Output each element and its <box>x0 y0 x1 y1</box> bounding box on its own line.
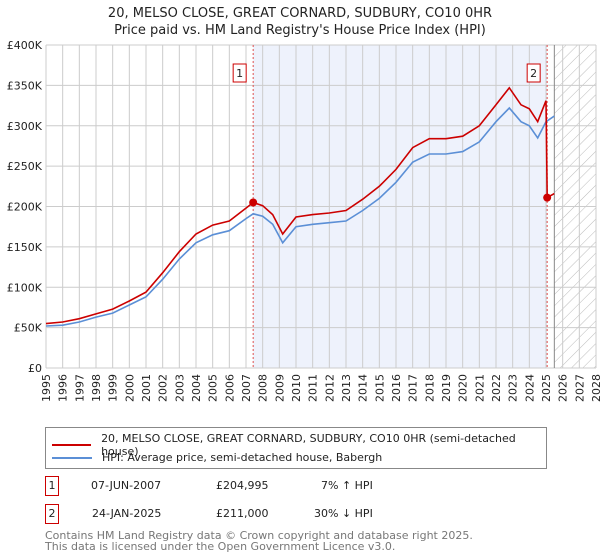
x-tick-label: 2004 <box>190 374 203 402</box>
y-tick-label: £0 <box>28 362 42 375</box>
x-tick-label: 2007 <box>240 374 253 402</box>
x-tick-label: 2006 <box>223 374 236 402</box>
x-tick-label: 1997 <box>73 374 86 402</box>
blue-line-swatch <box>52 456 92 459</box>
x-tick-label: 2027 <box>573 374 586 402</box>
y-tick-label: £50K <box>14 322 43 335</box>
x-tick-label: 2015 <box>373 374 386 402</box>
sale-date: 24-JAN-2025 <box>92 507 162 520</box>
sale-row: 2 24-JAN-2025 £211,000 30% ↓ HPI <box>45 504 600 524</box>
footer-copyright: Contains HM Land Registry data © Crown c… <box>45 529 473 542</box>
sale-marker-badge <box>526 63 541 83</box>
x-tick-label: 2011 <box>307 374 320 402</box>
sale-date: 07-JUN-2007 <box>91 479 162 492</box>
y-tick-label: £250K <box>7 160 43 173</box>
price-chart: 1995 1996 1997 1998 1999 2000 2001 2002 2003 2004… <box>7 39 600 402</box>
legend-item-property: 20, MELSO CLOSE, GREAT CORNARD, SUDBURY,… <box>52 432 546 458</box>
x-tick-label: 2019 <box>440 374 453 402</box>
sale-marker-badge <box>232 63 247 83</box>
sale-badge: 2 <box>45 504 59 524</box>
legend-label: 20, MELSO CLOSE, GREAT CORNARD, SUDBURY,… <box>101 432 516 458</box>
x-tick-label: 2003 <box>173 374 186 402</box>
x-tick-label: 2016 <box>390 374 403 402</box>
x-tick-label: 2002 <box>157 374 170 402</box>
x-tick-label: 2014 <box>357 374 370 402</box>
sale-hpi-delta: 7% ↑ HPI <box>321 479 373 492</box>
sale-badge: 1 <box>45 476 59 496</box>
y-tick-label: £300K <box>7 120 43 133</box>
legend: 20, MELSO CLOSE, GREAT CORNARD, SUDBURY,… <box>45 427 547 469</box>
x-tick-label: 2026 <box>557 374 570 402</box>
x-tick-label: 2001 <box>140 374 153 402</box>
sale-marker-label: 1 <box>236 67 243 80</box>
x-tick-label: 2017 <box>407 374 420 402</box>
x-tick-label: 1999 <box>107 374 120 402</box>
legend-item-hpi: HPI: Average price, semi-detached house,… <box>52 451 382 464</box>
x-tick-label: 2025 <box>540 374 553 402</box>
sale-marker-label: 2 <box>530 67 537 80</box>
x-tick-label: 2024 <box>523 374 536 402</box>
hpi-series-line <box>45 106 555 327</box>
x-tick-label: 2020 <box>457 374 470 402</box>
legend-label: HPI: Average price, semi-detached house,… <box>102 451 383 464</box>
sale-point <box>543 193 552 202</box>
x-tick-label: 2010 <box>290 374 303 402</box>
x-tick-label: 2018 <box>423 374 436 402</box>
chart-title: 20, MELSO CLOSE, GREAT CORNARD, SUDBURY,… <box>107 6 493 21</box>
x-tick-label: 1995 <box>40 374 53 402</box>
x-tick-label: 2022 <box>490 374 503 402</box>
chart-subtitle: Price paid vs. HM Land Registry's House … <box>114 23 486 38</box>
x-tick-label: 2021 <box>473 374 486 402</box>
x-tick-label: 1998 <box>90 374 103 402</box>
x-tick-label: 2028 <box>590 374 600 402</box>
footer: Contains HM Land Registry data © Crown c… <box>45 530 473 552</box>
y-tick-label: £200K <box>7 201 43 214</box>
y-tick-label: £100K <box>7 281 43 294</box>
footer-licence: This data is licensed under the Open Gov… <box>45 540 396 553</box>
sale-price: £211,000 <box>216 507 269 520</box>
y-tick-label: £350K <box>7 79 43 92</box>
x-tick-label: 2009 <box>273 374 286 402</box>
property-series-line <box>45 86 555 325</box>
x-tick-label: 2008 <box>257 374 270 402</box>
y-tick-label: £400K <box>7 39 43 52</box>
sale-point <box>249 198 258 207</box>
x-tick-label: 2000 <box>123 374 136 402</box>
x-tick-label: 2023 <box>507 374 520 402</box>
x-tick-label: 1996 <box>57 374 70 402</box>
sale-price: £204,995 <box>216 479 269 492</box>
y-tick-label: £150K <box>7 241 43 254</box>
red-line-swatch <box>52 444 92 446</box>
x-tick-label: 2005 <box>207 374 220 402</box>
sale-row: 1 07-JUN-2007 £204,995 7% ↑ HPI <box>45 476 600 496</box>
sale-hpi-delta: 30% ↓ HPI <box>314 507 373 520</box>
x-tick-label: 2012 <box>323 374 336 402</box>
x-tick-label: 2013 <box>340 374 353 402</box>
